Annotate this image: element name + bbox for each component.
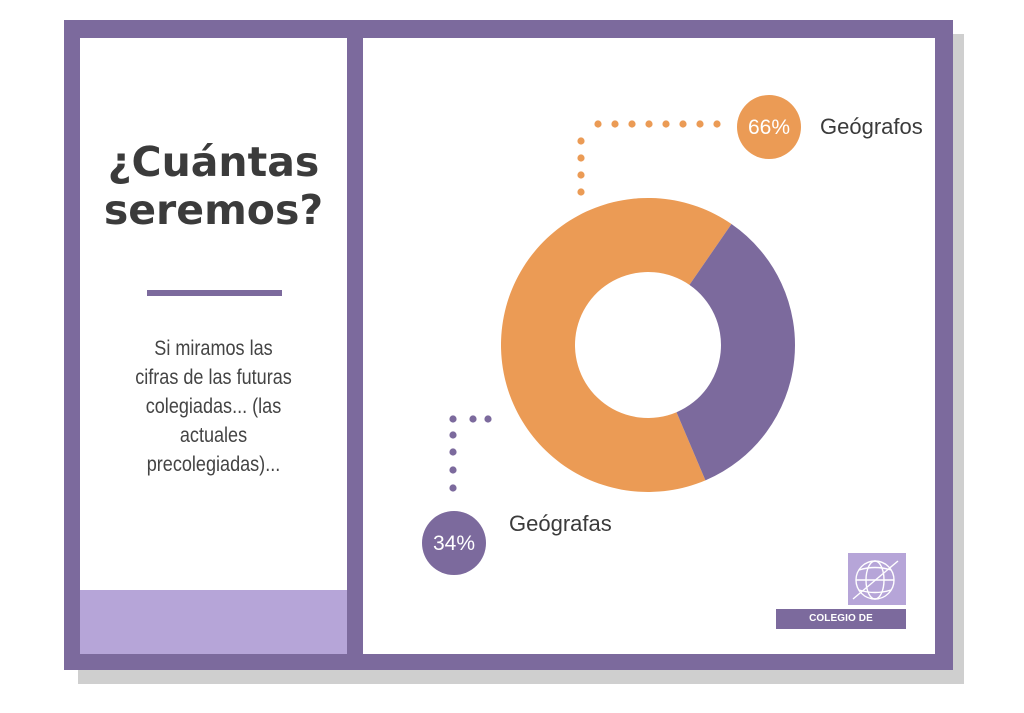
callout-dot-orange-h-7: [713, 120, 721, 128]
callout-dots: [449, 120, 721, 492]
callout-badges: 66% Geógrafos 34% Geógrafas: [422, 95, 923, 575]
slice-label-1: Geógrafas: [509, 511, 612, 536]
callout-dot-orange-h-4: [662, 120, 670, 128]
badge-value-1: 34%: [433, 532, 475, 555]
title-line-1: ¿Cuántas: [107, 138, 320, 186]
donut-chart: 66% Geógrafos 34% Geógrafas: [422, 95, 923, 575]
title-divider: [147, 290, 282, 296]
callout-dot-orange-h-1: [611, 120, 619, 128]
donut-slice-0: [501, 198, 732, 492]
callout-dot-purple-h-0: [469, 415, 477, 423]
donut-slices: [501, 198, 795, 492]
callout-dot-orange-v-1: [577, 154, 585, 162]
callout-dot-orange-h-0: [594, 120, 602, 128]
left-footer-band: [80, 590, 347, 654]
logo: COLEGIO DE GEÓGRAFOS: [776, 553, 906, 644]
callout-dot-orange-h-2: [628, 120, 636, 128]
slice-label-0: Geógrafos: [820, 114, 923, 139]
chart-panel: 66% Geógrafos 34% Geógrafas COLEGIO DE GEÓG…: [363, 38, 935, 654]
callout-dot-orange-v-0: [577, 137, 585, 145]
callout-dot-orange-v-2: [577, 171, 585, 179]
page-title: ¿Cuántas seremos?: [80, 138, 347, 234]
callout-dot-purple-v-3: [449, 466, 457, 474]
globe-icon: [852, 560, 899, 600]
left-panel: ¿Cuántas seremos? Si miramos las cifras …: [80, 38, 347, 654]
callout-dot-orange-h-6: [696, 120, 704, 128]
callout-dot-purple-h-1: [484, 415, 492, 423]
logo-box: [848, 553, 906, 605]
badge-value-0: 66%: [748, 116, 790, 139]
donut-slice-1: [676, 223, 795, 481]
callout-dot-orange-h-5: [679, 120, 687, 128]
callout-dot-orange-h-3: [645, 120, 653, 128]
title-line-2: seremos?: [103, 186, 324, 234]
callout-dot-purple-v-1: [449, 431, 457, 439]
intro-text: Si miramos las cifras de las futuras col…: [135, 337, 292, 476]
logo-text: COLEGIO DE GEÓGRAFOS: [776, 609, 906, 644]
callout-dot-purple-v-4: [449, 484, 457, 492]
callout-dot-purple-v-2: [449, 448, 457, 456]
callout-dot-orange-v-3: [577, 188, 585, 196]
callout-dot-purple-v-0: [449, 415, 457, 423]
badge-circle-1: [422, 511, 486, 575]
badge-circle-0: [737, 95, 801, 159]
